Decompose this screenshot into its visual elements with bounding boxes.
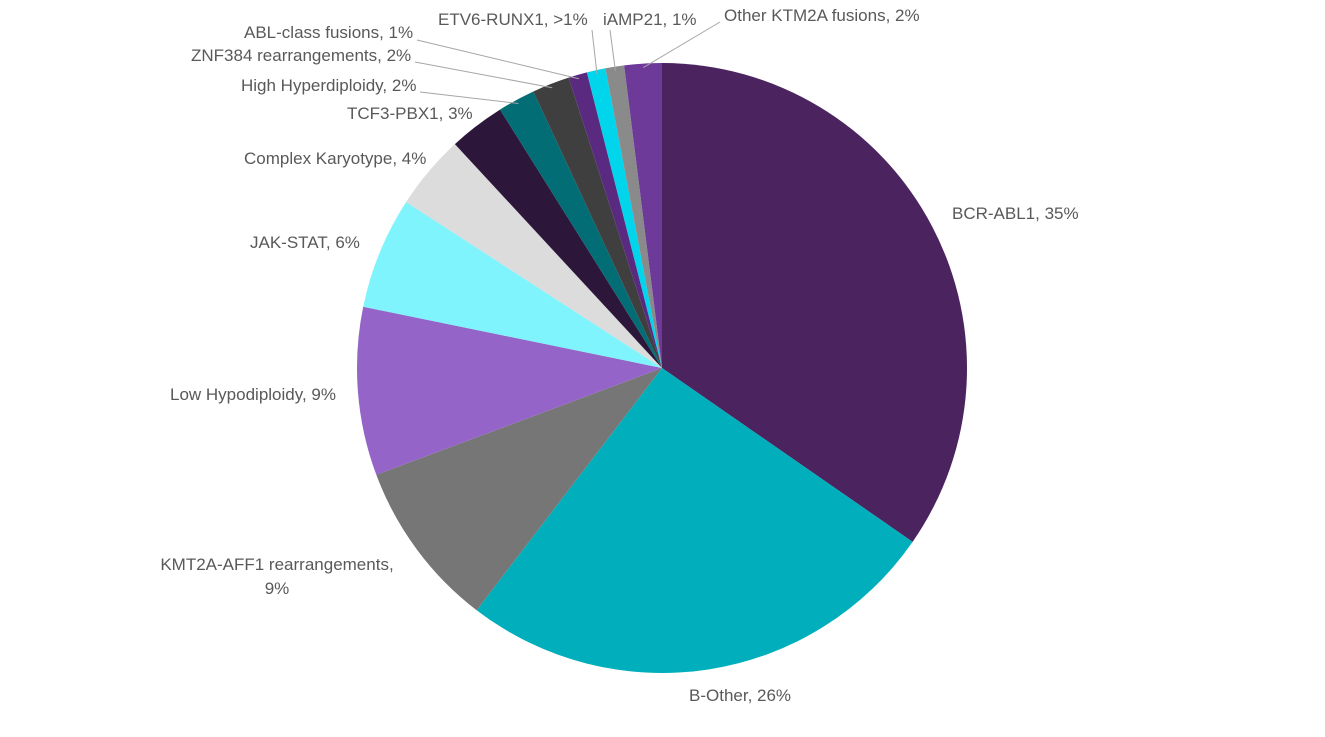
data-label: JAK-STAT, 6%	[250, 233, 360, 252]
data-label: B-Other, 26%	[689, 686, 792, 705]
pie-slice	[586, 68, 662, 368]
leader-line	[591, 29, 598, 75]
pie-slice	[363, 202, 662, 368]
data-label: Other KTM2A fusions, 2%	[724, 6, 920, 25]
data-label: ETV6-RUNX1, >1%	[438, 10, 588, 29]
leader-line	[416, 39, 579, 80]
leader-line	[419, 91, 519, 105]
data-label: Low Hypodiploidy, 9%	[170, 385, 336, 404]
pie-slice	[500, 91, 662, 369]
data-label: iAMP21, 1%	[603, 10, 697, 29]
pie-slice	[476, 368, 913, 673]
data-label: TCF3-PBX1, 3%	[347, 104, 473, 123]
data-label: BCR-ABL1, 35%	[952, 204, 1079, 223]
pie-slice	[406, 144, 662, 368]
pie-slice	[568, 72, 662, 369]
pie-slice	[624, 63, 662, 368]
data-label: KMT2A-AFF1 rearrangements, 9%	[160, 555, 394, 598]
pie-slice	[533, 77, 662, 369]
pie-slice	[454, 109, 662, 368]
pie-slice	[605, 65, 662, 368]
data-label: ABL-class fusions, 1%	[244, 23, 414, 42]
data-label: High Hyperdiploidy, 2%	[241, 76, 417, 95]
pie-slice	[356, 306, 662, 475]
leader-line	[643, 21, 721, 69]
pie-slice	[662, 63, 967, 542]
leader-line	[414, 61, 553, 89]
pie-slice	[376, 368, 662, 611]
data-label: ZNF384 rearrangements, 2%	[191, 46, 412, 65]
leader-line	[609, 29, 616, 71]
data-label: Complex Karyotype, 4%	[244, 149, 427, 168]
